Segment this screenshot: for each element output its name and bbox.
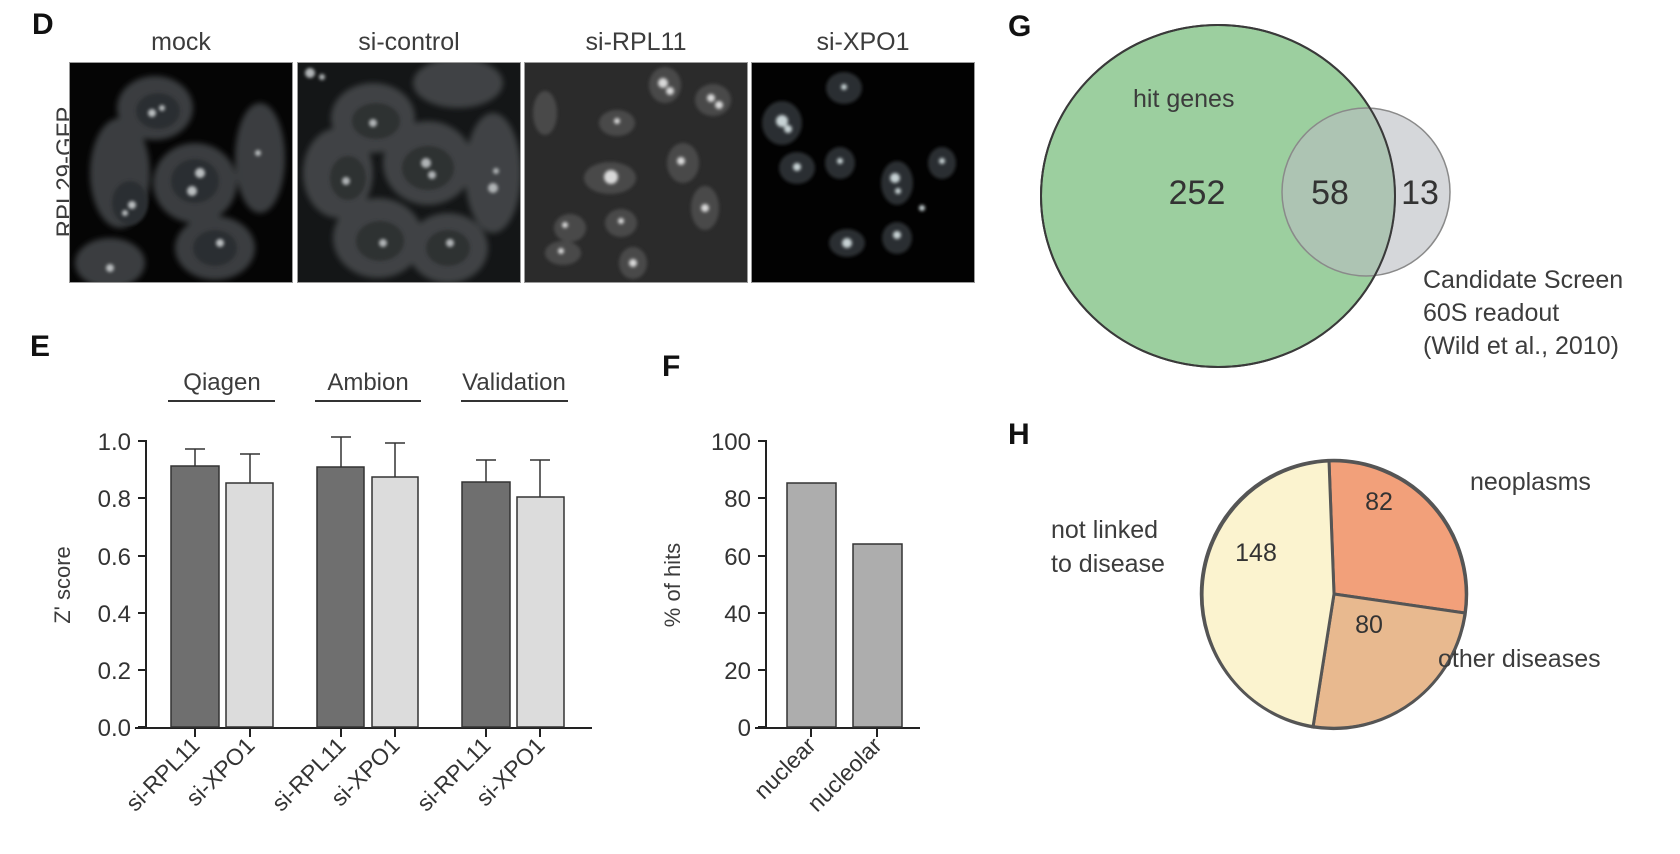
venn-label-hit-genes: hit genes <box>1133 85 1234 113</box>
y-axis-title-f: % of hits <box>660 543 685 627</box>
group-title-qiagen: Qiagen <box>183 369 260 396</box>
bar-nucleolar <box>852 543 903 728</box>
pie-value-80: 80 <box>1355 611 1383 639</box>
panel-letter-d: D <box>32 8 54 41</box>
y-ticks-e <box>138 440 146 728</box>
pie-chart-h: 82 80 148 neoplasms other diseases not l… <box>1051 458 1601 731</box>
venn-label-set-b-line3: (Wild et al., 2010) <box>1423 332 1619 360</box>
ytick-label: 0.8 <box>98 486 131 513</box>
venn-label-set-b-line2: 60S readout <box>1423 299 1559 327</box>
micrograph-mock <box>69 62 293 283</box>
bar-ambion-si-rpl11 <box>316 466 365 728</box>
ytick-label: 20 <box>724 658 751 685</box>
bar-qiagen-si-xpo1 <box>225 482 274 728</box>
venn-count-a-only: 252 <box>1169 174 1226 212</box>
ytick-label: 0.2 <box>98 658 131 685</box>
pie-label-not-linked-line1: not linked <box>1051 516 1158 544</box>
panel-letter-e: E <box>30 330 51 363</box>
bar-nuclear <box>786 482 837 728</box>
group-title-ambion: Ambion <box>327 369 408 396</box>
micrograph-title-si-rpl11: si-RPL11 <box>585 28 687 56</box>
pie-value-82: 82 <box>1365 488 1393 516</box>
y-ticks-f <box>758 440 766 728</box>
chart-e-zprime: Qiagen Ambion Validation 1.0 0.8 0.6 0.4… <box>50 369 592 816</box>
ytick-label: 40 <box>724 601 751 628</box>
panel-letter-h: H <box>1008 418 1030 451</box>
venn-diagram-g: hit genes 252 58 13 Candidate Screen 60S… <box>1040 24 1623 368</box>
ytick-label: 60 <box>724 544 751 571</box>
xtick-label-nucleolar: nucleolar <box>802 732 887 817</box>
venn-count-b-only: 13 <box>1401 174 1439 212</box>
group-title-validation: Validation <box>462 369 566 396</box>
ytick-label: 0.0 <box>98 715 131 742</box>
bar-ambion-si-xpo1 <box>371 476 419 728</box>
venn-label-set-b-line1: Candidate Screen <box>1423 266 1623 294</box>
x-ticks-e <box>194 728 541 737</box>
micrograph-title-si-control: si-control <box>358 28 460 56</box>
panel-letter-g: G <box>1008 10 1032 43</box>
pie-value-148: 148 <box>1235 539 1277 567</box>
micrograph-si-xpo1 <box>751 62 975 283</box>
venn-count-intersection: 58 <box>1311 174 1349 212</box>
pie-label-neoplasms: neoplasms <box>1470 468 1591 496</box>
bar-qiagen-si-rpl11 <box>170 465 220 728</box>
chart-f-percent-hits: 100 80 60 40 20 0 % of hits nuclear nucl… <box>660 429 920 817</box>
micrograph-si-control <box>297 62 521 283</box>
ytick-label: 0.4 <box>98 601 131 628</box>
micrograph-title-mock: mock <box>151 28 211 56</box>
ytick-label: 0.6 <box>98 544 131 571</box>
ytick-label: 100 <box>711 429 751 456</box>
micrograph-si-rpl11 <box>524 62 748 283</box>
pie-slice-neoplasms <box>1327 459 1468 615</box>
pie-label-not-linked-line2: to disease <box>1051 550 1165 578</box>
panel-letter-f: F <box>662 350 681 383</box>
ytick-label: 0 <box>738 715 751 742</box>
ytick-label: 80 <box>724 486 751 513</box>
pie-label-other-diseases: other diseases <box>1438 645 1601 673</box>
y-axis-title-e: Z' score <box>50 546 75 624</box>
ytick-label: 1.0 <box>98 429 131 456</box>
micrograph-title-si-xpo1: si-XPO1 <box>816 28 910 56</box>
pie-slice-not-linked <box>1200 459 1336 729</box>
bar-validation-si-xpo1 <box>516 496 565 728</box>
bar-validation-si-rpl11 <box>461 481 511 728</box>
venn-circle-candidate-screen <box>1281 107 1451 277</box>
